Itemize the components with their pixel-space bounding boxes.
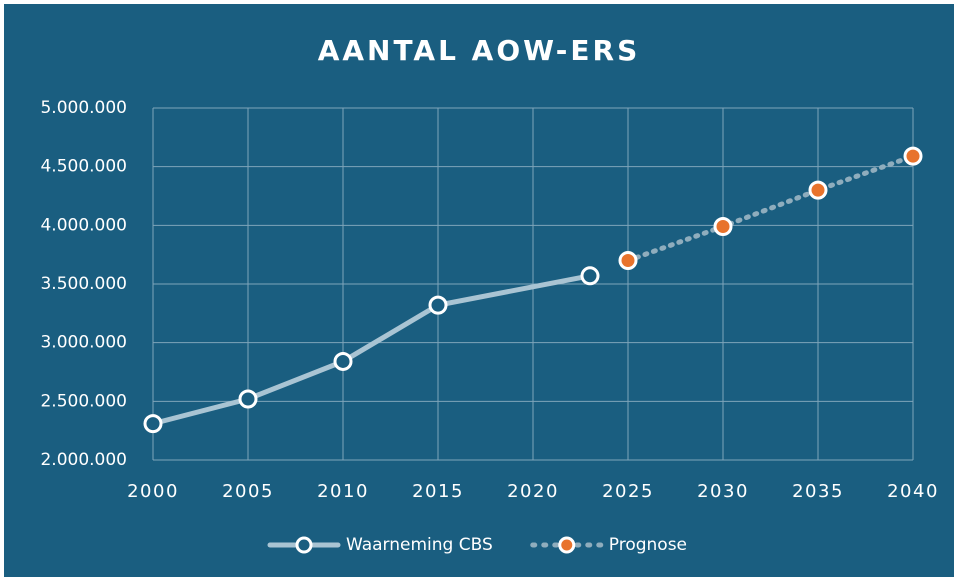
y-tick-label: 5.000.000 <box>40 98 127 118</box>
chart-background <box>4 4 954 577</box>
y-tick-label: 4.000.000 <box>40 215 127 235</box>
chart-title: AANTAL AOW-ERS <box>318 34 641 67</box>
x-tick-label: 2010 <box>317 481 369 502</box>
x-tick-label: 2000 <box>127 481 179 502</box>
x-tick-label: 2025 <box>602 481 654 502</box>
y-tick-label: 3.500.000 <box>40 274 127 294</box>
x-tick-label: 2020 <box>507 481 559 502</box>
x-tick-label: 2030 <box>697 481 749 502</box>
y-tick-label: 2.000.000 <box>40 450 127 470</box>
data-point <box>143 414 163 434</box>
y-tick-label: 3.000.000 <box>40 333 127 353</box>
legend-label: Prognose <box>609 535 687 555</box>
data-point <box>428 295 448 315</box>
x-tick-label: 2005 <box>222 481 274 502</box>
data-point <box>903 146 923 166</box>
data-point <box>808 180 828 200</box>
legend-marker <box>558 536 576 554</box>
y-tick-label: 2.500.000 <box>40 391 127 411</box>
y-tick-label: 4.500.000 <box>40 157 127 177</box>
x-tick-label: 2015 <box>412 481 464 502</box>
series-line <box>625 153 916 264</box>
legend-label: Waarneming CBS <box>346 535 493 555</box>
data-point <box>618 251 638 271</box>
x-tick-label: 2035 <box>792 481 844 502</box>
x-tick-label: 2040 <box>887 481 939 502</box>
data-point <box>333 351 353 371</box>
data-point <box>580 266 600 286</box>
data-point <box>238 389 258 409</box>
legend-marker <box>295 536 313 554</box>
data-point <box>713 217 733 237</box>
